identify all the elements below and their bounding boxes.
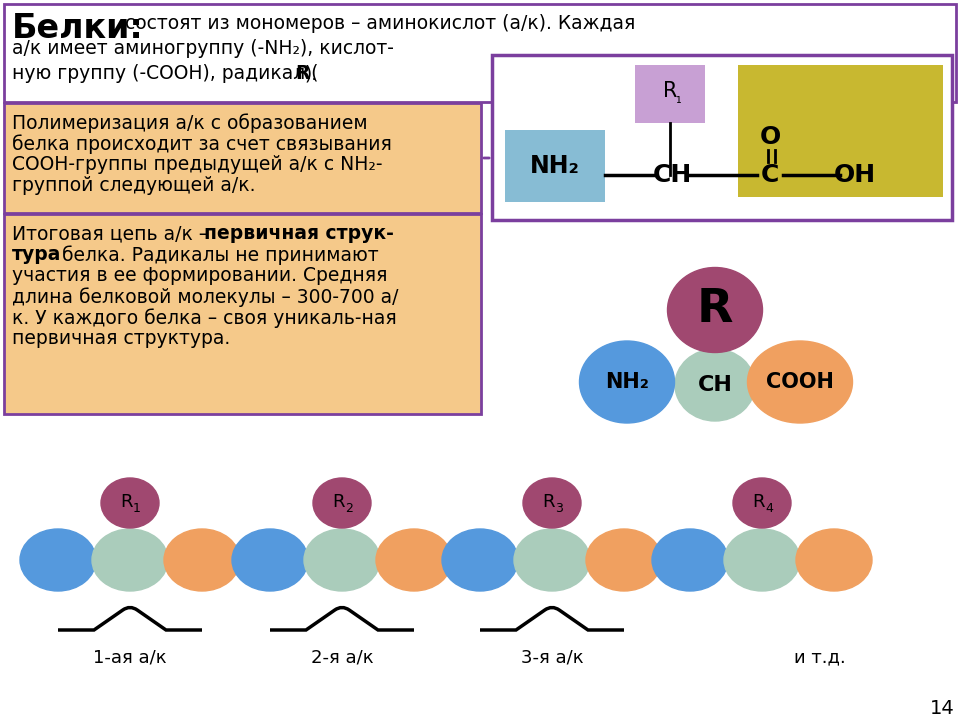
Ellipse shape — [733, 478, 791, 528]
Ellipse shape — [748, 341, 852, 423]
FancyBboxPatch shape — [4, 103, 481, 213]
Text: R: R — [121, 493, 133, 511]
Ellipse shape — [313, 478, 371, 528]
Ellipse shape — [304, 529, 380, 591]
FancyBboxPatch shape — [505, 130, 605, 202]
Text: R: R — [542, 493, 555, 511]
Text: 2: 2 — [345, 502, 353, 515]
Text: первичная структура.: первичная структура. — [12, 329, 230, 348]
Text: R: R — [697, 287, 733, 333]
Text: R: R — [333, 493, 346, 511]
Text: белка. Радикалы не принимают: белка. Радикалы не принимают — [56, 245, 378, 265]
Ellipse shape — [442, 529, 518, 591]
Text: 3-я а/к: 3-я а/к — [520, 648, 584, 666]
Text: ).: ). — [305, 64, 318, 83]
Text: участия в ее формировании. Средняя: участия в ее формировании. Средняя — [12, 266, 388, 285]
Text: длина белковой молекулы – 300-700 а/: длина белковой молекулы – 300-700 а/ — [12, 287, 398, 307]
Text: NH₂: NH₂ — [530, 154, 580, 178]
Text: группой следующей а/к.: группой следующей а/к. — [12, 176, 255, 195]
Text: O: O — [759, 125, 780, 149]
Ellipse shape — [232, 529, 308, 591]
Ellipse shape — [796, 529, 872, 591]
Ellipse shape — [20, 529, 96, 591]
Ellipse shape — [586, 529, 662, 591]
Ellipse shape — [92, 529, 168, 591]
Text: CH: CH — [698, 375, 732, 395]
Ellipse shape — [667, 268, 762, 353]
Ellipse shape — [376, 529, 452, 591]
Text: NH₂: NH₂ — [605, 372, 649, 392]
Text: C: C — [761, 163, 780, 187]
Text: Итоговая цепь а/к –: Итоговая цепь а/к – — [12, 224, 214, 243]
Text: и т.д.: и т.д. — [794, 648, 846, 666]
FancyBboxPatch shape — [4, 214, 481, 414]
Text: R: R — [753, 493, 765, 511]
Text: ₁: ₁ — [675, 92, 681, 106]
Text: 14: 14 — [929, 698, 954, 718]
Text: а/к имеет аминогруппу (-NH₂), кислот-: а/к имеет аминогруппу (-NH₂), кислот- — [12, 39, 394, 58]
Ellipse shape — [652, 529, 728, 591]
FancyBboxPatch shape — [738, 65, 943, 197]
Text: R: R — [295, 64, 309, 83]
Text: белка происходит за счет связывания: белка происходит за счет связывания — [12, 134, 392, 153]
Text: 4: 4 — [765, 502, 773, 515]
Ellipse shape — [101, 478, 159, 528]
Text: CH: CH — [653, 163, 691, 187]
Text: 1-ая а/к: 1-ая а/к — [93, 648, 167, 666]
Text: к. У каждого белка – своя уникаль-ная: к. У каждого белка – своя уникаль-ная — [12, 308, 396, 328]
Text: OH: OH — [834, 163, 876, 187]
FancyBboxPatch shape — [492, 55, 952, 220]
Ellipse shape — [675, 349, 755, 421]
Text: первичная струк-: первичная струк- — [204, 224, 394, 243]
Text: тура: тура — [12, 245, 61, 264]
Text: 3: 3 — [555, 502, 563, 515]
Text: COOH: COOH — [766, 372, 834, 392]
Ellipse shape — [580, 341, 675, 423]
Ellipse shape — [164, 529, 240, 591]
Ellipse shape — [724, 529, 800, 591]
FancyBboxPatch shape — [635, 65, 705, 123]
Text: 1: 1 — [133, 502, 141, 515]
Text: СООН-группы предыдущей а/к с NH₂-: СООН-группы предыдущей а/к с NH₂- — [12, 155, 382, 174]
Ellipse shape — [523, 478, 581, 528]
Text: состоят из мономеров – аминокислот (а/к). Каждая: состоят из мономеров – аминокислот (а/к)… — [125, 14, 636, 33]
Text: Белки:: Белки: — [12, 12, 144, 45]
Text: R: R — [662, 81, 677, 101]
FancyBboxPatch shape — [4, 4, 956, 102]
Text: ную группу (-СООН), радикал (: ную группу (-СООН), радикал ( — [12, 64, 319, 83]
Ellipse shape — [514, 529, 590, 591]
Text: 2-я а/к: 2-я а/к — [311, 648, 373, 666]
Text: Полимеризация а/к с образованием: Полимеризация а/к с образованием — [12, 113, 368, 132]
